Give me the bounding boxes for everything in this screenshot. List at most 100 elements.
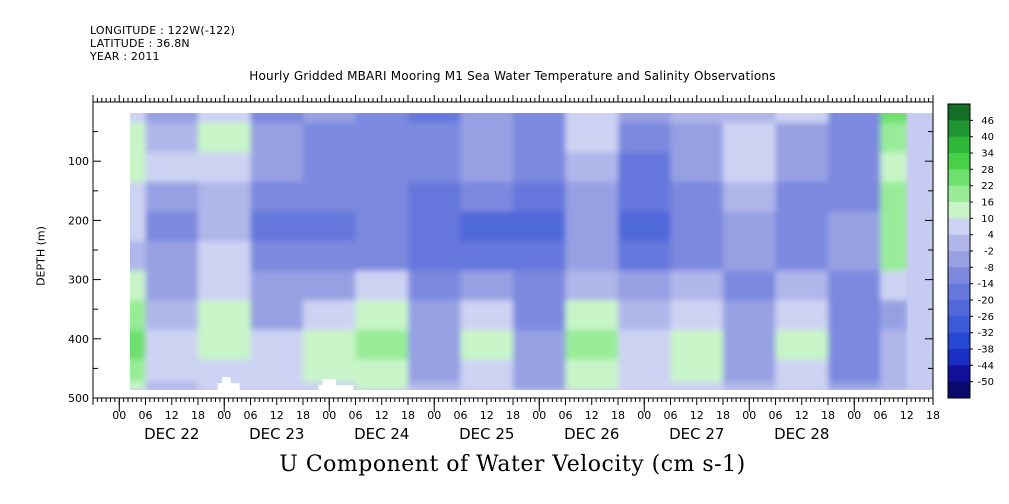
hour-tick-label: 00 (427, 409, 441, 422)
colorbar-label: 28 (981, 165, 994, 176)
colorbar-segment (948, 153, 970, 170)
y-tick-label: 300 (68, 274, 89, 287)
field-cell (460, 113, 514, 124)
field-cell (303, 122, 356, 153)
field-cell (198, 300, 251, 331)
field-cell (303, 359, 356, 383)
axis-ticks (92, 95, 934, 412)
hour-tick-label: 00 (322, 409, 336, 422)
field-cell (670, 359, 724, 383)
field-cell (723, 329, 776, 361)
field-cell (775, 329, 829, 361)
field-cell (513, 381, 566, 390)
hour-tick-label: 06 (139, 409, 153, 422)
field-cell (355, 359, 409, 383)
colorbar-label: 16 (981, 198, 994, 209)
hour-tick-label: 06 (664, 409, 678, 422)
colorbar-segment (948, 316, 970, 333)
field-cell (303, 113, 356, 124)
field-cell (408, 152, 461, 183)
hour-tick-label: 12 (480, 409, 494, 422)
field-cell (145, 359, 199, 383)
colorbar-label: -20 (978, 296, 994, 307)
field-cell (250, 211, 304, 242)
field-cell (880, 122, 908, 153)
field-cell (303, 329, 356, 361)
hour-tick-label: 12 (375, 409, 389, 422)
field-cell (775, 300, 829, 331)
day-label: DEC 26 (564, 425, 619, 443)
field-cell (355, 241, 409, 272)
field-cell (670, 381, 724, 390)
hour-tick-label: 06 (349, 409, 363, 422)
field-cell (250, 329, 304, 361)
hour-tick-label: 00 (637, 409, 651, 422)
hour-tick-label: 00 (217, 409, 231, 422)
field-cell (130, 211, 146, 242)
field-cell (828, 329, 881, 361)
field-cell (565, 122, 619, 153)
colorbar-label: 46 (981, 116, 994, 127)
hour-tick-label: 12 (690, 409, 704, 422)
field-cell (303, 270, 356, 301)
field-cell (513, 241, 566, 272)
field-cell (355, 211, 409, 242)
field-cell (670, 241, 724, 272)
field-cell (198, 241, 251, 272)
y-tick-label: 400 (68, 333, 89, 346)
field-cell (145, 270, 199, 301)
hour-tick-label: 00 (847, 409, 861, 422)
colorbar-segment (948, 185, 970, 203)
field-cell (145, 152, 199, 183)
field-cell (460, 329, 514, 361)
hour-tick-label: 06 (559, 409, 573, 422)
colorbar-label: -26 (978, 312, 994, 323)
field-cell (565, 329, 619, 361)
field-cell (513, 122, 566, 153)
field-cell (198, 211, 251, 242)
field-cell (408, 241, 461, 272)
colorbar-segment (948, 251, 970, 268)
field-cell (618, 270, 671, 301)
field-cell (565, 152, 619, 183)
field-cell (828, 152, 881, 183)
field-cell (408, 329, 461, 361)
field-cell (408, 181, 461, 213)
field-cell (513, 211, 566, 242)
field-cell (130, 113, 146, 124)
colorbar-segment (948, 381, 970, 399)
hour-tick-label: 06 (454, 409, 468, 422)
field-cell (198, 113, 251, 124)
field-cell (670, 113, 724, 124)
colorbar-label: -2 (984, 247, 994, 258)
field-cell (618, 329, 671, 361)
hour-tick-label: 12 (270, 409, 284, 422)
field-cell (618, 122, 671, 153)
field-cell (303, 300, 356, 331)
hour-tick-label: 18 (926, 409, 940, 422)
field-cell (565, 300, 619, 331)
field-cell (880, 359, 908, 383)
field-cell (513, 300, 566, 331)
field-cell (880, 181, 908, 213)
field-cell (565, 181, 619, 213)
hour-tick-label: 12 (795, 409, 809, 422)
field-cell (723, 211, 776, 242)
field-cell (198, 122, 251, 153)
field-cell (130, 181, 146, 213)
field-cell (145, 300, 199, 331)
colorbar-label: -14 (978, 279, 994, 290)
field-cell (880, 241, 908, 272)
hour-tick-label: 12 (165, 409, 179, 422)
field-cell (513, 329, 566, 361)
colorbar (947, 103, 973, 399)
colorbar-label: 40 (981, 132, 994, 143)
field-cell (880, 300, 908, 331)
field-cell (775, 211, 829, 242)
field-cell (670, 270, 724, 301)
field-cell (723, 300, 776, 331)
y-tick-label: 500 (68, 392, 89, 405)
field-cell (723, 152, 776, 183)
colorbar-segment (948, 349, 970, 366)
